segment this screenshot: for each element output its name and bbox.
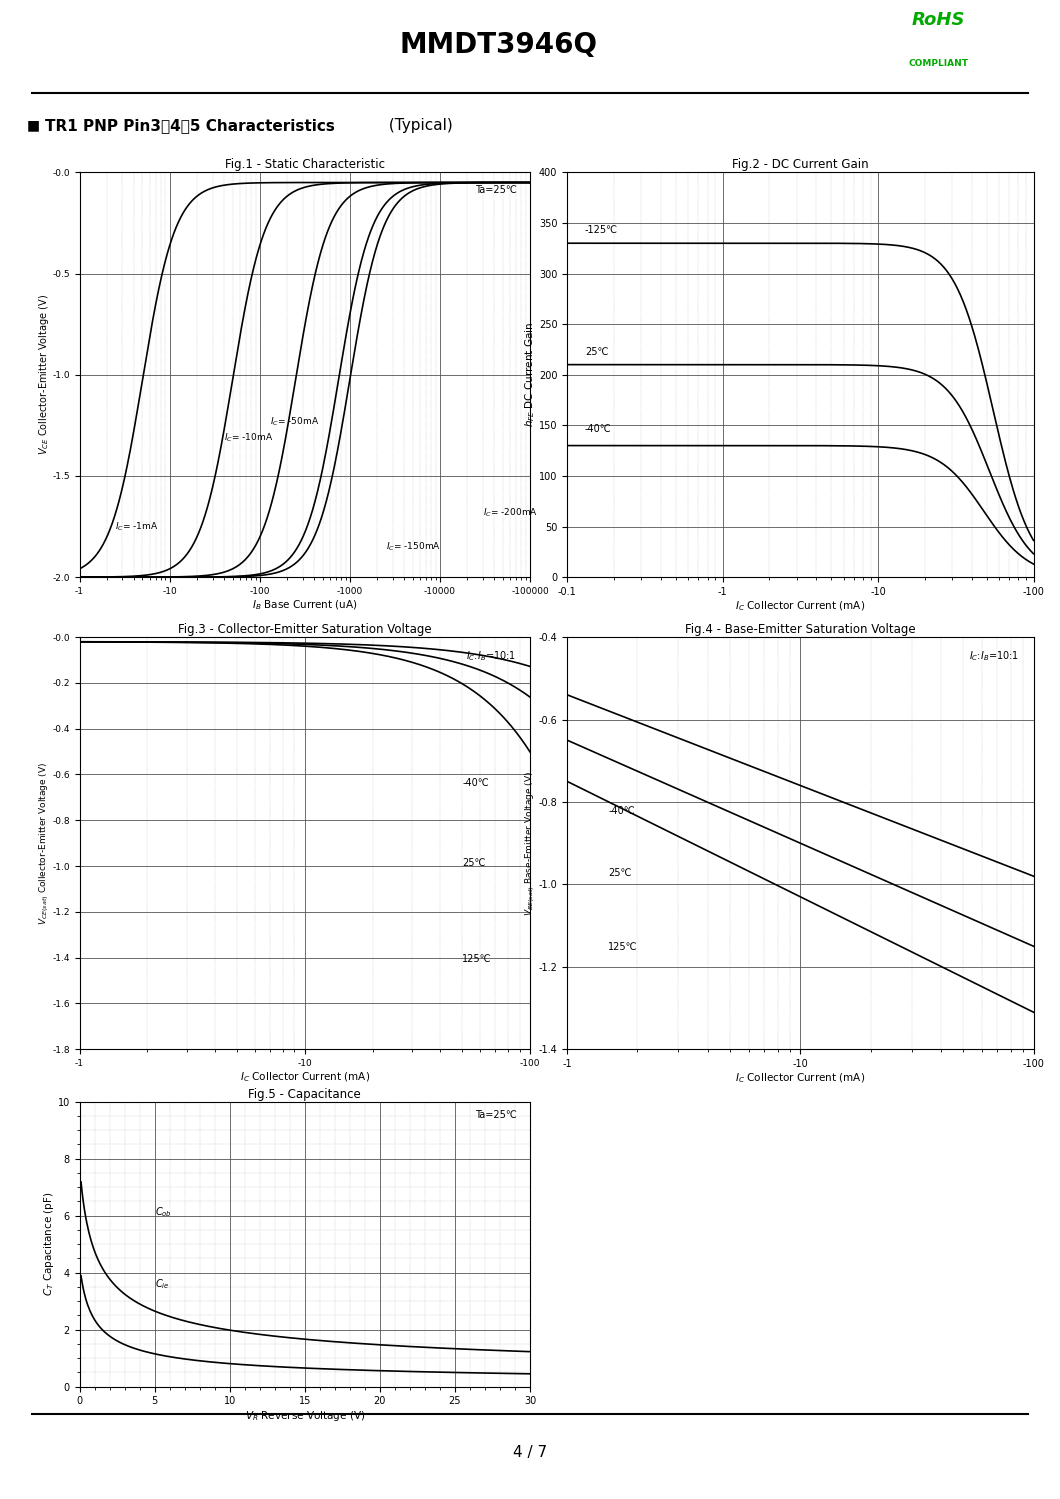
Title: Fig.1 - Static Characteristic: Fig.1 - Static Characteristic — [225, 159, 385, 171]
Title: Fig.4 - Base-Emitter Saturation Voltage: Fig.4 - Base-Emitter Saturation Voltage — [685, 624, 916, 636]
Text: $I_C$= -10mA: $I_C$= -10mA — [224, 432, 273, 444]
X-axis label: $I_C$ Collector Current (mA): $I_C$ Collector Current (mA) — [736, 1072, 865, 1085]
Title: Fig.2 - DC Current Gain: Fig.2 - DC Current Gain — [732, 159, 868, 171]
Text: COMPLIANT: COMPLIANT — [908, 58, 968, 67]
Text: (Typical): (Typical) — [384, 117, 453, 133]
Text: Ta=25℃: Ta=25℃ — [475, 184, 516, 195]
Title: Fig.3 - Collector-Emitter Saturation Voltage: Fig.3 - Collector-Emitter Saturation Vol… — [178, 624, 431, 636]
Text: 25℃: 25℃ — [462, 857, 485, 868]
Y-axis label: $V_{BE(sat)}$ Base-Emitter Voltage (V): $V_{BE(sat)}$ Base-Emitter Voltage (V) — [524, 770, 537, 916]
Y-axis label: $h_{FE}$ DC Current Gain: $h_{FE}$ DC Current Gain — [524, 322, 537, 427]
Text: 4 / 7: 4 / 7 — [513, 1445, 547, 1460]
X-axis label: $I_C$ Collector Current (mA): $I_C$ Collector Current (mA) — [240, 1070, 370, 1084]
Text: 25℃: 25℃ — [585, 346, 608, 357]
Text: $I_C$= -200mA: $I_C$= -200mA — [483, 507, 537, 519]
Text: $I_C$= -50mA: $I_C$= -50mA — [270, 415, 319, 427]
X-axis label: $V_R$ Reverse Voltage (V): $V_R$ Reverse Voltage (V) — [245, 1409, 365, 1423]
Text: -40℃: -40℃ — [585, 424, 612, 435]
Text: $I_C$:$I_B$=10:1: $I_C$:$I_B$=10:1 — [969, 649, 1020, 663]
Text: $C_{ob}$: $C_{ob}$ — [155, 1205, 172, 1220]
Text: 125℃: 125℃ — [462, 955, 492, 964]
Text: $I_C$:$I_B$=10:1: $I_C$:$I_B$=10:1 — [466, 649, 516, 663]
Text: -125℃: -125℃ — [585, 225, 618, 235]
Text: 125℃: 125℃ — [608, 943, 638, 952]
Text: MMDT3946Q: MMDT3946Q — [400, 30, 597, 58]
X-axis label: $I_B$ Base Current (uA): $I_B$ Base Current (uA) — [252, 598, 357, 612]
Title: Fig.5 - Capacitance: Fig.5 - Capacitance — [248, 1088, 361, 1100]
Y-axis label: $V_{CE(sat)}$ Collector-Emitter Voltage (V): $V_{CE(sat)}$ Collector-Emitter Voltage … — [37, 761, 51, 925]
Text: -40℃: -40℃ — [608, 806, 635, 817]
Text: 25℃: 25℃ — [608, 868, 632, 878]
Text: $C_{ie}$: $C_{ie}$ — [155, 1277, 170, 1291]
Text: -40℃: -40℃ — [462, 778, 489, 788]
Y-axis label: $V_{CE}$ Collector-Emitter Voltage (V): $V_{CE}$ Collector-Emitter Voltage (V) — [37, 294, 51, 456]
Y-axis label: $C_T$ Capacitance (pF): $C_T$ Capacitance (pF) — [42, 1192, 56, 1297]
Text: $I_C$= -1mA: $I_C$= -1mA — [116, 520, 159, 534]
Text: $I_C$= -150mA: $I_C$= -150mA — [386, 541, 441, 553]
Text: RoHS: RoHS — [912, 12, 965, 30]
X-axis label: $I_C$ Collector Current (mA): $I_C$ Collector Current (mA) — [736, 600, 865, 613]
Text: ■: ■ — [26, 118, 39, 132]
Text: TR1 PNP Pin3、4、5 Characteristics: TR1 PNP Pin3、4、5 Characteristics — [45, 117, 334, 133]
Text: Ta=25℃: Ta=25℃ — [475, 1111, 516, 1120]
